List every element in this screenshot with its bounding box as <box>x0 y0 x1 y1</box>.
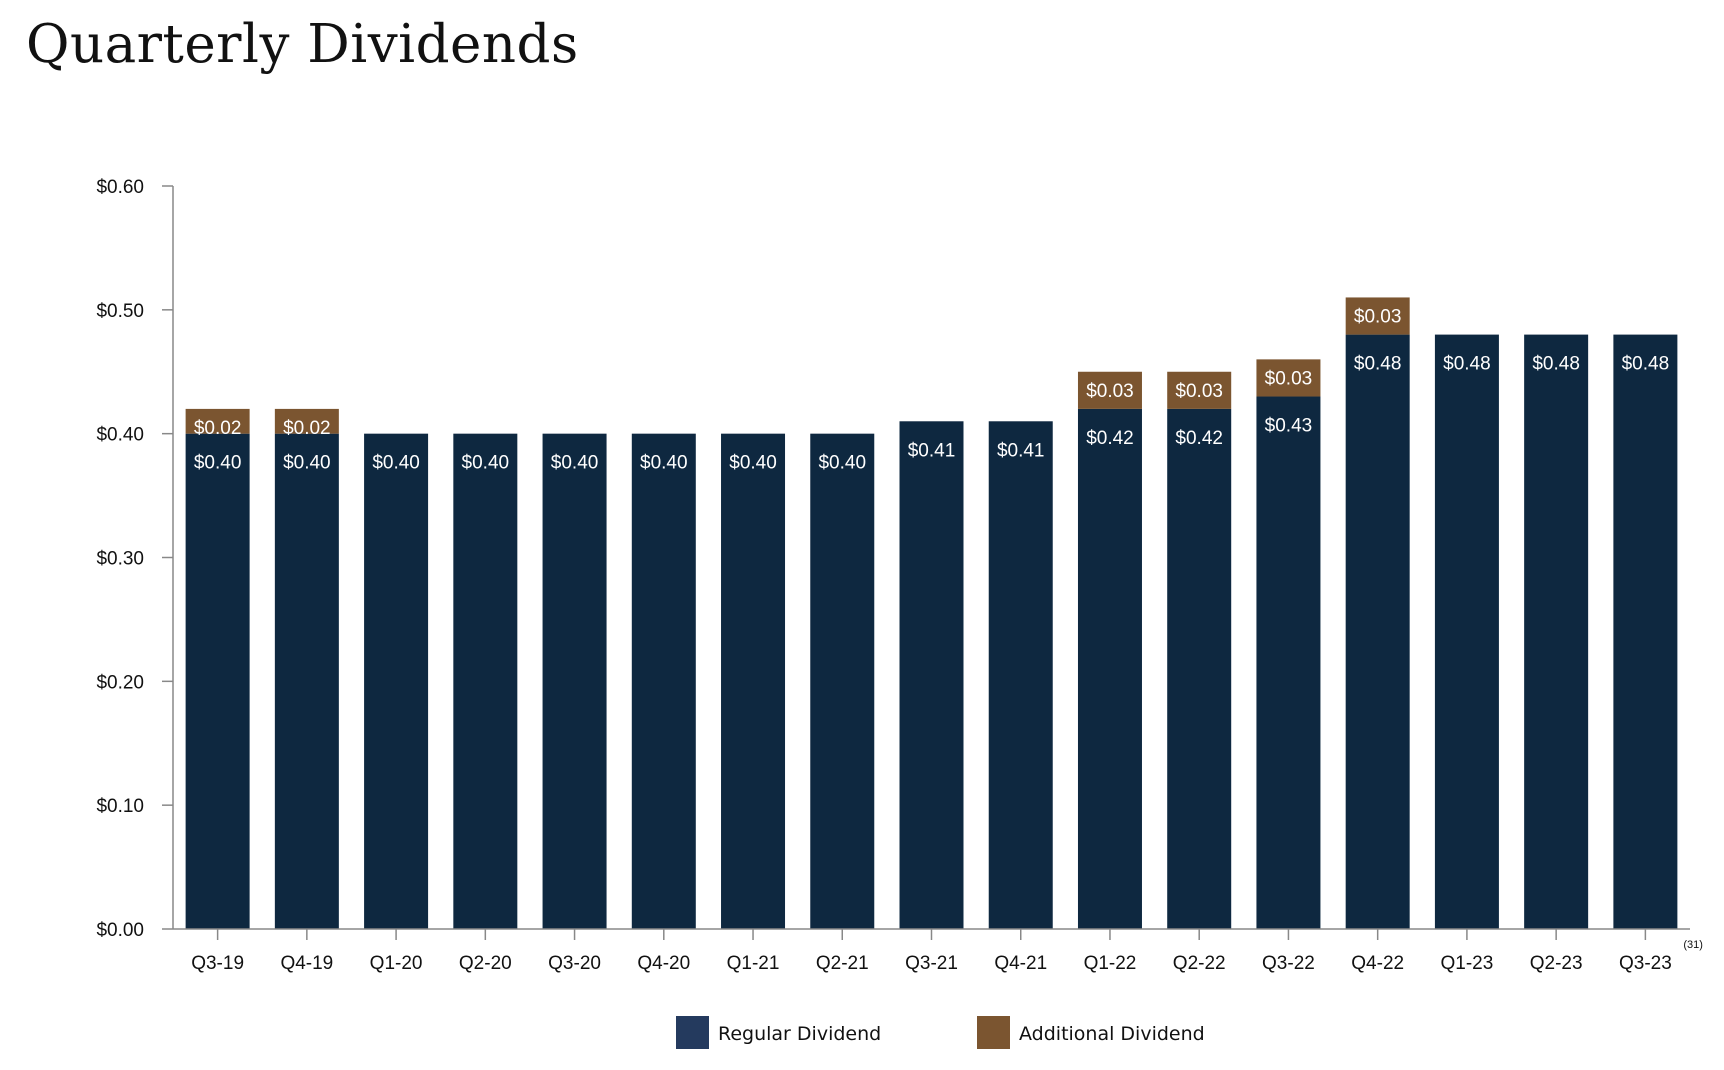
x-category-label: Q3-19 <box>191 953 244 974</box>
legend-additional-label: Additional Dividend <box>1019 1023 1205 1045</box>
data-label-regular: $0.48 <box>1443 354 1491 375</box>
bar-regular-dividend <box>364 433 429 929</box>
bar-regular-dividend <box>1167 408 1232 929</box>
y-tick-label: $0.20 <box>96 672 144 693</box>
data-label-additional: $0.03 <box>1086 381 1134 402</box>
bar-additional-dividend <box>274 408 339 434</box>
data-label-regular: $0.48 <box>1532 354 1580 375</box>
x-category-label: Q3-22 <box>1262 953 1315 974</box>
x-category-label: Q4-21 <box>994 953 1047 974</box>
data-label-regular: $0.41 <box>908 440 956 461</box>
data-label-regular: $0.48 <box>1354 354 1402 375</box>
x-category-label: Q1-23 <box>1441 953 1494 974</box>
x-category-label: Q1-20 <box>370 953 423 974</box>
data-label-additional: $0.02 <box>194 418 242 439</box>
bar-regular-dividend <box>542 433 607 929</box>
y-tick-label: $0.60 <box>96 177 144 198</box>
bar-regular-dividend <box>1256 396 1321 929</box>
x-category-label: Q2-20 <box>459 953 512 974</box>
x-category-label: Q1-21 <box>727 953 780 974</box>
bar-regular-dividend <box>721 433 786 929</box>
data-label-regular: $0.40 <box>551 453 599 474</box>
data-label-regular: $0.48 <box>1622 354 1670 375</box>
data-label-regular: $0.40 <box>729 453 777 474</box>
bar-regular-dividend <box>1524 334 1589 930</box>
data-label-additional: $0.03 <box>1354 306 1402 327</box>
data-label-additional: $0.03 <box>1265 368 1313 389</box>
data-label-regular: $0.40 <box>818 453 866 474</box>
bar-additional-dividend <box>1077 371 1142 409</box>
bar-regular-dividend <box>899 421 964 929</box>
x-category-label: Q3-23 <box>1619 953 1672 974</box>
x-category-label: Q3-20 <box>548 953 601 974</box>
y-axis: $0.00 $0.10 $0.20 $0.30 $0.40 $0.50 $0.60 <box>96 177 174 941</box>
x-category-label: Q1-22 <box>1084 953 1137 974</box>
bar-regular-dividend <box>1434 334 1499 930</box>
bar-regular-dividend <box>185 433 250 929</box>
data-label-regular: $0.40 <box>283 453 331 474</box>
y-tick-label: $0.30 <box>96 549 144 570</box>
x-category-label: Q2-21 <box>816 953 869 974</box>
data-label-additional: $0.03 <box>1175 381 1223 402</box>
bar-regular-dividend <box>988 421 1053 929</box>
y-tick-label: $0.50 <box>96 301 144 322</box>
x-category-label: Q4-20 <box>637 953 690 974</box>
x-axis: Q3-19 Q4-19 Q1-20 Q2-20 Q3-20 Q4-20 Q1-21 Q2-21… <box>173 928 1703 974</box>
data-label-additional: $0.02 <box>283 418 331 439</box>
data-label-regular: $0.40 <box>462 453 510 474</box>
bar-regular-dividend <box>1077 408 1142 929</box>
data-label-regular: $0.40 <box>194 453 242 474</box>
bar-additional-dividend <box>1256 359 1321 397</box>
legend-regular-swatch <box>676 1016 709 1049</box>
data-label-regular: $0.42 <box>1175 428 1223 449</box>
bar-regular-dividend <box>810 433 875 929</box>
bar-regular-dividend <box>631 433 696 929</box>
y-tick-label: $0.10 <box>96 796 144 817</box>
legend: Regular Dividend Additional Dividend <box>676 1016 1205 1049</box>
data-label-regular: $0.40 <box>640 453 688 474</box>
page-title: Quarterly Dividends <box>26 14 579 75</box>
legend-regular-label: Regular Dividend <box>718 1023 881 1045</box>
bar-regular-dividend <box>1613 334 1678 930</box>
footnote-marker: (31) <box>1683 939 1703 951</box>
data-label-regular: $0.40 <box>372 453 420 474</box>
data-label-regular: $0.41 <box>997 440 1045 461</box>
bar-regular-dividend <box>274 433 339 929</box>
y-tick-label: $0.00 <box>96 920 144 941</box>
bar-additional-dividend <box>185 408 250 434</box>
x-category-label: Q4-22 <box>1351 953 1404 974</box>
x-category-label: Q2-22 <box>1173 953 1226 974</box>
x-category-label: Q4-19 <box>280 953 333 974</box>
y-tick-label: $0.40 <box>96 425 144 446</box>
data-label-regular: $0.43 <box>1265 416 1313 437</box>
bars: $0.02 $0.40 $0.02 $0.40 $0.40 $0.40 $0.40 $0.40… <box>185 297 1678 930</box>
bar-regular-dividend <box>1345 334 1410 930</box>
x-category-label: Q3-21 <box>905 953 958 974</box>
x-category-label: Q2-23 <box>1530 953 1583 974</box>
bar-regular-dividend <box>453 433 518 929</box>
legend-additional-swatch <box>977 1016 1010 1049</box>
bar-additional-dividend <box>1167 371 1232 409</box>
data-label-regular: $0.42 <box>1086 428 1134 449</box>
bar-additional-dividend <box>1345 297 1410 335</box>
